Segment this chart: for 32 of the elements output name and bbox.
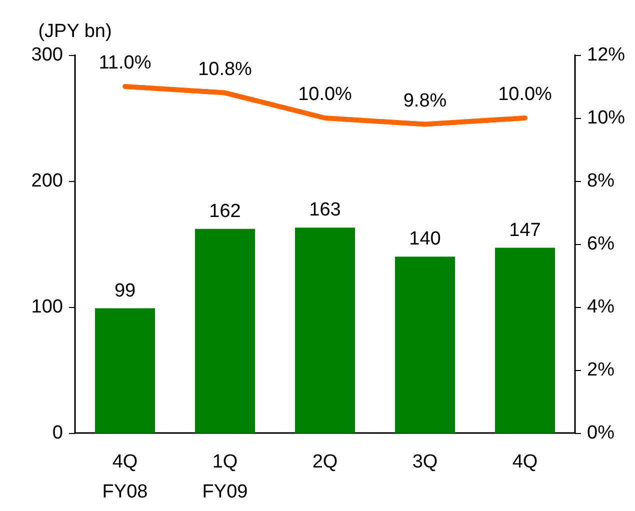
y-axis-title: (JPY bn) — [38, 21, 112, 42]
data-label: 147 — [509, 220, 541, 241]
y-tick-label: 0 — [52, 422, 63, 444]
y2-tick-label: 0% — [587, 422, 615, 444]
x-tick-label: 4Q FY08 — [102, 452, 148, 502]
data-label: 163 — [309, 200, 341, 221]
data-label: 10.8% — [198, 58, 252, 80]
y2-tick-label: 12% — [587, 44, 626, 66]
data-label: 99 — [114, 280, 136, 302]
y2-tick-label: 6% — [587, 234, 615, 254]
y-tick-label: 100 — [31, 296, 63, 318]
bar — [395, 256, 455, 433]
data-label: 140 — [409, 228, 441, 250]
x-tick-label: 1Q FY09 — [202, 452, 248, 502]
bar — [95, 308, 155, 433]
y2-tick-label: 2% — [587, 360, 615, 380]
data-label: 10.0% — [298, 84, 352, 105]
bar — [495, 248, 555, 433]
x-tick-label: 3Q — [412, 452, 438, 472]
y-tick-label: 300 — [31, 44, 63, 66]
y2-tick-label: 10% — [587, 108, 626, 128]
data-label: 162 — [209, 200, 241, 222]
y2-tick-label: 8% — [587, 170, 615, 192]
y-tick-label: 200 — [31, 170, 63, 192]
data-label: 9.8% — [403, 90, 447, 112]
bar — [195, 228, 255, 433]
bar — [295, 228, 355, 433]
data-label: 11.0% — [98, 52, 152, 74]
y2-tick-label: 4% — [587, 296, 615, 318]
x-tick-label: 2Q — [312, 452, 338, 472]
x-tick-label: 4Q — [512, 452, 538, 472]
data-label: 10.0% — [498, 84, 552, 105]
